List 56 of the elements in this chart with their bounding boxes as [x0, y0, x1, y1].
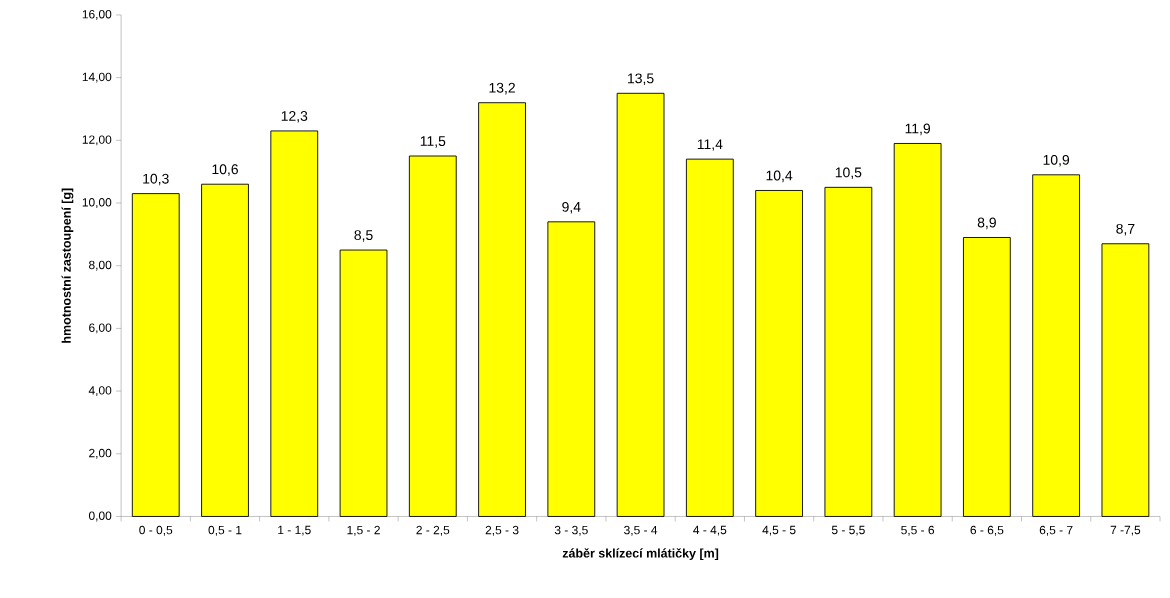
bar	[824, 186, 873, 517]
data-label: 10,9	[1043, 154, 1070, 167]
x-tick-label: 1,5 - 2	[347, 525, 380, 536]
bar	[685, 158, 734, 517]
data-label: 8,5	[354, 230, 373, 242]
data-label: 12,3	[281, 110, 308, 123]
y-axis-title: hmotnostní zastoupení [g]	[61, 188, 74, 343]
y-tick-label: 10,00	[82, 197, 112, 208]
bar	[131, 193, 180, 517]
x-tick-label: 0,5 - 1	[208, 525, 242, 536]
bar	[478, 102, 526, 517]
bar	[1101, 243, 1150, 517]
x-tick-label: 4,5 - 5	[762, 525, 796, 536]
y-tick-label: 14,00	[82, 72, 112, 83]
bar	[339, 249, 388, 517]
bar	[408, 155, 457, 517]
data-label: 10,3	[143, 173, 169, 186]
y-tick-label: 12,00	[82, 135, 112, 146]
data-label: 10,4	[766, 170, 793, 183]
data-label: 11,5	[420, 136, 446, 148]
bar	[547, 221, 596, 517]
y-tick-label: 6,00	[89, 323, 112, 334]
y-tick-label: 8,00	[89, 260, 112, 271]
y-tick-label: 16,00	[82, 9, 112, 20]
bar	[755, 189, 803, 517]
x-tick-label: 1 - 1,5	[278, 525, 311, 536]
x-tick-label: 5 - 5,5	[831, 525, 865, 536]
x-axis-title: záběr sklízecí mlátičky [m]	[562, 548, 719, 560]
x-tick-label: 2,5 - 3	[485, 525, 519, 536]
y-tick-label: 0,00	[88, 511, 112, 522]
data-label: 10,5	[835, 167, 862, 179]
x-tick-label: 2 - 2,5	[416, 525, 450, 536]
bar	[1032, 174, 1081, 517]
x-tick-label: 4 - 4,5	[693, 525, 727, 536]
data-label: 11,9	[905, 123, 931, 136]
data-label: 9,4	[562, 201, 581, 214]
bar	[963, 236, 1011, 517]
bar	[270, 130, 319, 517]
data-label: 11,4	[697, 139, 723, 151]
bar	[201, 183, 249, 517]
y-tick-label: 2,00	[89, 448, 112, 459]
x-tick-label: 6 - 6,5	[970, 525, 1004, 536]
bar	[893, 142, 942, 517]
data-label: 13,2	[489, 82, 515, 95]
y-tick-label: 4,00	[88, 386, 112, 396]
data-label: 10,6	[212, 164, 238, 176]
x-tick-label: 5,5 - 6	[901, 525, 935, 536]
x-tick-label: 7 -7,5	[1110, 525, 1141, 536]
data-label: 13,5	[628, 73, 654, 85]
data-label: 8,7	[1116, 223, 1135, 236]
x-tick-label: 6,5 - 7	[1039, 525, 1073, 536]
x-tick-label: 3 - 3,5	[554, 525, 588, 536]
x-tick-label: 3,5 - 4	[624, 525, 658, 536]
x-tick-label: 0 - 0,5	[139, 525, 173, 536]
bar	[616, 92, 665, 517]
data-label: 8,9	[977, 217, 996, 230]
